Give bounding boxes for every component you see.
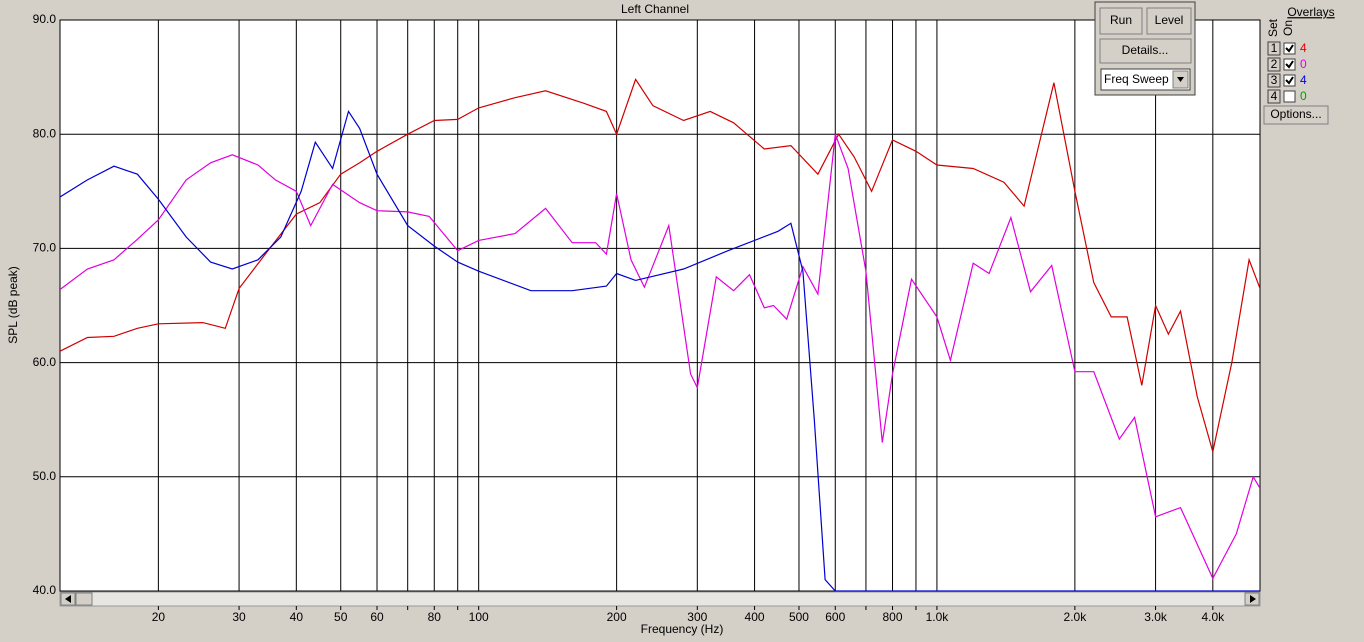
details-button[interactable] <box>1099 38 1192 64</box>
x-tick-label: 800 <box>883 610 903 624</box>
y-tick-label: 40.0 <box>33 583 57 597</box>
overlays-panel: Overlays Set On Options... 1 4 2 0 3 4 4 0 <box>1263 5 1335 125</box>
set-number: 1 <box>1271 41 1278 55</box>
mode-dropdown[interactable] <box>1100 68 1191 91</box>
level-button[interactable] <box>1146 7 1192 35</box>
x-tick-label: 40 <box>290 610 304 624</box>
set-button[interactable] <box>1267 89 1281 104</box>
x-tick-label: 300 <box>687 610 707 624</box>
set-number: 2 <box>1271 57 1278 71</box>
set-button[interactable] <box>1267 57 1281 72</box>
x-tick-label: 3.0k <box>1144 610 1168 624</box>
series-line <box>60 109 1260 591</box>
x-tick-label: 200 <box>607 610 627 624</box>
scroll-track[interactable] <box>59 591 1261 607</box>
checkmark <box>1285 60 1294 69</box>
grid <box>60 19 1260 592</box>
y-tick-label: 70.0 <box>33 241 57 255</box>
set-number: 4 <box>1271 89 1278 103</box>
x-tick-label: 4.0k <box>1201 610 1225 624</box>
on-header: On <box>1281 20 1295 36</box>
run-label: Run <box>1110 13 1132 27</box>
checkbox[interactable] <box>1283 90 1296 103</box>
x-axis-label: Frequency (Hz) <box>641 622 724 636</box>
x-tick-label: 30 <box>232 610 246 624</box>
overlay-label: 4 <box>1300 73 1307 87</box>
overlay-label: 0 <box>1300 57 1307 71</box>
y-tick-label: 80.0 <box>33 126 57 140</box>
mode-label: Freq Sweep <box>1104 72 1169 86</box>
run-button[interactable] <box>1099 7 1143 35</box>
series-line <box>60 133 1260 580</box>
x-tick-label: 500 <box>789 610 809 624</box>
x-tick-label: 100 <box>469 610 489 624</box>
arrow <box>1250 595 1256 603</box>
x-tick-label: 1.0k <box>926 610 950 624</box>
set-button[interactable] <box>1267 41 1281 56</box>
y-tick-label: 50.0 <box>33 469 57 483</box>
arrow <box>65 595 71 603</box>
scroll-thumb[interactable] <box>75 592 93 606</box>
x-tick-label: 600 <box>825 610 845 624</box>
curves <box>60 78 1260 591</box>
set-number: 3 <box>1271 73 1278 87</box>
y-tick-label: 90.0 <box>33 12 57 26</box>
options-label: Options... <box>1270 107 1321 121</box>
overlay-label: 0 <box>1300 89 1307 103</box>
set-header: Set <box>1266 18 1280 37</box>
chart-title: Left Channel <box>621 2 689 16</box>
overlays-title: Overlays <box>1287 5 1334 19</box>
x-tick-label: 20 <box>152 610 166 624</box>
control-panel: Run Level Details... Freq Sweep <box>1094 1 1196 96</box>
options-button[interactable] <box>1263 105 1329 125</box>
x-tick-label: 400 <box>745 610 765 624</box>
scrollbar[interactable] <box>59 591 1261 607</box>
x-tick-label: 80 <box>428 610 442 624</box>
plot-area <box>59 19 1261 592</box>
x-tick-label: 2.0k <box>1064 610 1088 624</box>
arrow <box>1177 77 1184 82</box>
set-button[interactable] <box>1267 73 1281 88</box>
checkmark <box>1285 76 1294 85</box>
y-axis-label: SPL (dB peak) <box>6 266 20 344</box>
details-label: Details... <box>1122 43 1169 57</box>
x-tick-label: 50 <box>334 610 348 624</box>
level-label: Level <box>1155 13 1184 27</box>
overlay-label: 4 <box>1300 41 1307 55</box>
series-line <box>60 78 1260 452</box>
x-tick-label: 60 <box>370 610 384 624</box>
y-tick-label: 60.0 <box>33 355 57 369</box>
checkmark <box>1285 44 1294 53</box>
